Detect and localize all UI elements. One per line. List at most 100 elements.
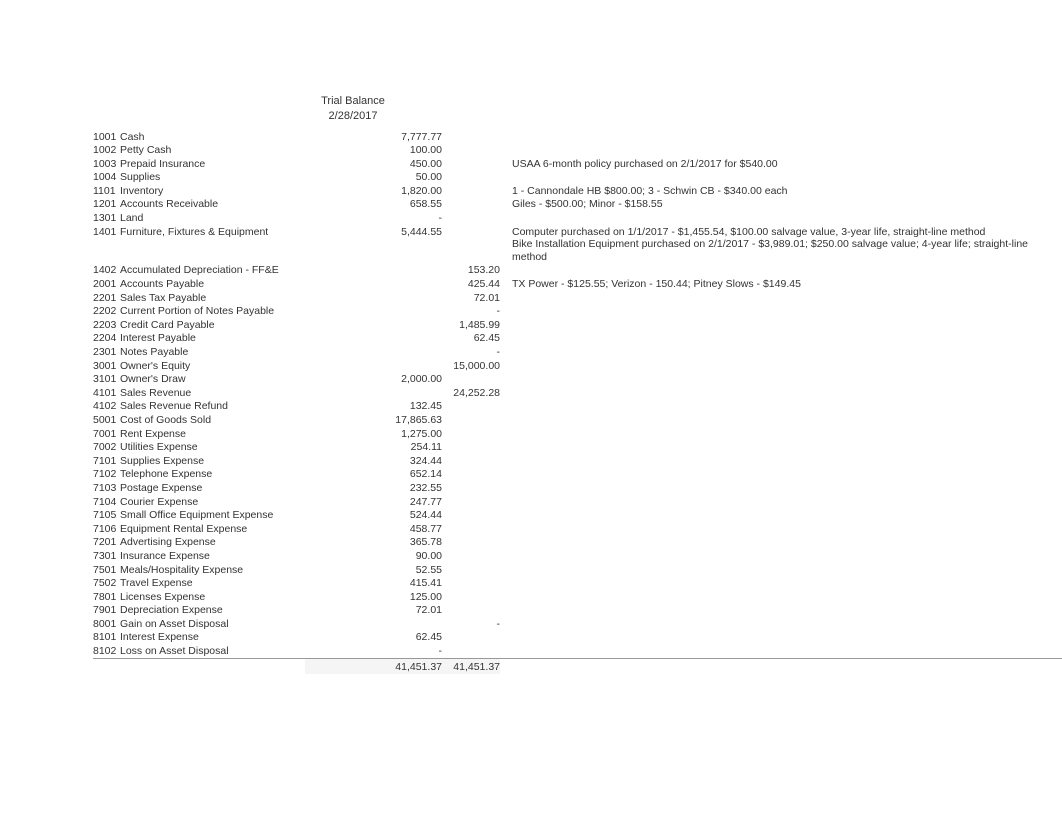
table-row: 5001Cost of Goods Sold17,865.63 [93, 413, 1062, 427]
account-note [500, 212, 1062, 226]
credit-amount [442, 130, 500, 144]
table-row: 2204Interest Payable62.45 [93, 332, 1062, 346]
account-note [500, 536, 1062, 550]
debit-amount: 458.77 [305, 522, 442, 536]
debit-amount: 72.01 [305, 604, 442, 618]
account-name: Insurance Expense [120, 549, 305, 563]
table-row: 2203Credit Card Payable1,485.99 [93, 318, 1062, 332]
debit-amount: - [305, 212, 442, 226]
account-name: Licenses Expense [120, 590, 305, 604]
credit-amount: 62.45 [442, 332, 500, 346]
account-number: 8102 [93, 645, 120, 659]
debit-amount [305, 346, 442, 360]
account-number: 2202 [93, 305, 120, 319]
debit-amount: 62.45 [305, 631, 442, 645]
table-row: 7001Rent Expense1,275.00 [93, 427, 1062, 441]
account-number: 4101 [93, 386, 120, 400]
table-row: 7102Telephone Expense652.14 [93, 468, 1062, 482]
debit-amount: 365.78 [305, 536, 442, 550]
account-number: 7104 [93, 495, 120, 509]
credit-amount: - [442, 346, 500, 360]
table-row: 8001Gain on Asset Disposal- [93, 617, 1062, 631]
credit-amount [442, 604, 500, 618]
debit-amount: 450.00 [305, 157, 442, 171]
credit-amount [442, 157, 500, 171]
credit-amount: 153.20 [442, 264, 500, 278]
credit-amount [442, 590, 500, 604]
account-note [500, 400, 1062, 414]
debit-amount: 1,275.00 [305, 427, 442, 441]
account-name: Owner's Equity [120, 359, 305, 373]
account-number: 2204 [93, 332, 120, 346]
account-number: 1402 [93, 264, 120, 278]
account-note [500, 332, 1062, 346]
credit-amount [442, 549, 500, 563]
credit-amount: - [442, 305, 500, 319]
account-note [500, 577, 1062, 591]
empty-cell [500, 659, 1062, 675]
table-row: 8101Interest Expense62.45 [93, 631, 1062, 645]
account-note [500, 386, 1062, 400]
credit-amount [442, 631, 500, 645]
account-number: 5001 [93, 413, 120, 427]
account-name: Prepaid Insurance [120, 157, 305, 171]
debit-amount: 90.00 [305, 549, 442, 563]
table-row: 1201Accounts Receivable658.55Giles - $50… [93, 198, 1062, 212]
account-number: 7105 [93, 509, 120, 523]
credit-amount: 1,485.99 [442, 318, 500, 332]
debit-amount: 254.11 [305, 441, 442, 455]
account-name: Sales Revenue Refund [120, 400, 305, 414]
table-row: 1301Land- [93, 212, 1062, 226]
total-credit: 41,451.37 [442, 659, 500, 675]
account-note [500, 171, 1062, 185]
account-number: 1101 [93, 184, 120, 198]
account-note [500, 481, 1062, 495]
account-number: 2301 [93, 346, 120, 360]
account-note [500, 264, 1062, 278]
debit-amount: 247.77 [305, 495, 442, 509]
account-number: 7201 [93, 536, 120, 550]
debit-amount [305, 318, 442, 332]
credit-amount [442, 454, 500, 468]
account-name: Telephone Expense [120, 468, 305, 482]
account-note [500, 468, 1062, 482]
debit-amount: 652.14 [305, 468, 442, 482]
credit-amount [442, 184, 500, 198]
debit-amount [305, 305, 442, 319]
table-row: 8102Loss on Asset Disposal- [93, 645, 1062, 659]
credit-amount [442, 509, 500, 523]
empty-cell [93, 659, 120, 675]
account-name: Small Office Equipment Expense [120, 509, 305, 523]
debit-amount: 415.41 [305, 577, 442, 591]
debit-amount [305, 386, 442, 400]
credit-amount [442, 536, 500, 550]
debit-amount: 1,820.00 [305, 184, 442, 198]
account-name: Depreciation Expense [120, 604, 305, 618]
account-name: Postage Expense [120, 481, 305, 495]
account-note [500, 549, 1062, 563]
table-row: 7501Meals/Hospitality Expense52.55 [93, 563, 1062, 577]
credit-amount [442, 212, 500, 226]
credit-amount [442, 645, 500, 659]
table-row: 1001Cash7,777.77 [93, 130, 1062, 144]
account-note [500, 495, 1062, 509]
account-note [500, 318, 1062, 332]
account-name: Inventory [120, 184, 305, 198]
account-note: 1 - Cannondale HB $800.00; 3 - Schwin CB… [500, 184, 1062, 198]
credit-amount [442, 225, 500, 264]
credit-amount [442, 373, 500, 387]
table-row: 7002Utilities Expense254.11 [93, 441, 1062, 455]
table-row: 7201Advertising Expense365.78 [93, 536, 1062, 550]
account-note [500, 359, 1062, 373]
account-name: Notes Payable [120, 346, 305, 360]
account-number: 3101 [93, 373, 120, 387]
account-note: Computer purchased on 1/1/2017 - $1,455.… [500, 225, 1062, 264]
account-number: 7102 [93, 468, 120, 482]
credit-amount [442, 481, 500, 495]
table-row: 7104Courier Expense247.77 [93, 495, 1062, 509]
account-name: Petty Cash [120, 144, 305, 158]
account-note [500, 590, 1062, 604]
table-row: 2001Accounts Payable425.44TX Power - $12… [93, 278, 1062, 292]
account-number: 1003 [93, 157, 120, 171]
account-note [500, 617, 1062, 631]
